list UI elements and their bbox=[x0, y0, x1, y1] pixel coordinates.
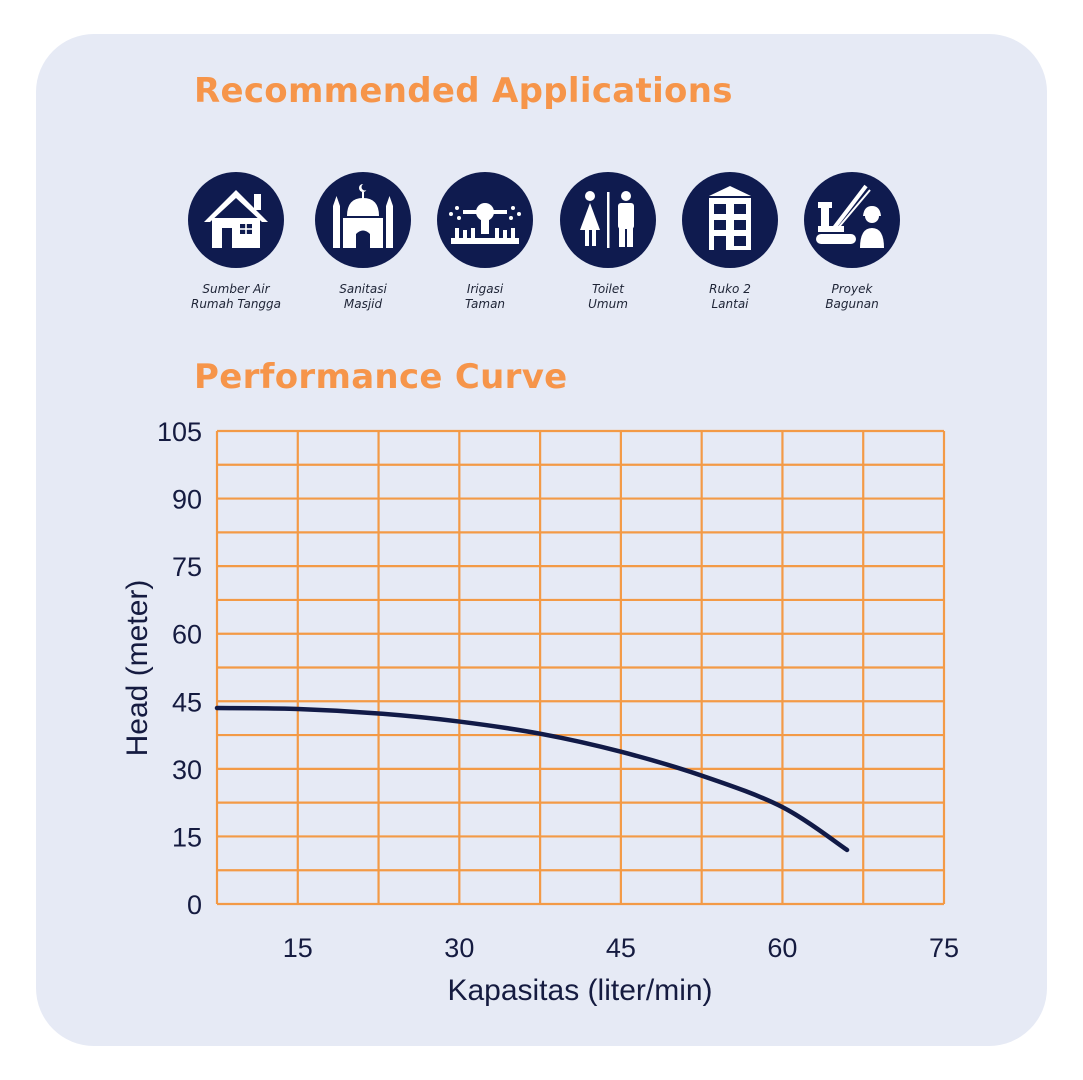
app-label: Sumber Air Rumah Tangga bbox=[190, 282, 282, 311]
construction-icon bbox=[804, 172, 900, 268]
app-mosque-sanitation: Sanitasi Masjid bbox=[288, 172, 438, 312]
y-tick-label: 60 bbox=[172, 620, 202, 650]
y-tick-label: 75 bbox=[172, 552, 202, 582]
sprinkler-icon bbox=[437, 172, 533, 268]
applications-title: Recommended Applications bbox=[194, 71, 733, 111]
app-label: Toilet Umum bbox=[588, 282, 628, 311]
app-garden-irrigation: Irigasi Taman bbox=[410, 172, 560, 312]
x-tick-label: 45 bbox=[606, 933, 636, 963]
app-label: Irigasi Taman bbox=[464, 282, 506, 311]
mosque-icon bbox=[315, 172, 411, 268]
y-tick-label: 15 bbox=[172, 822, 202, 852]
performance-curve-title: Performance Curve bbox=[194, 357, 568, 397]
x-tick-label: 75 bbox=[929, 933, 959, 963]
y-tick-label: 90 bbox=[172, 485, 202, 515]
x-tick-label: 60 bbox=[767, 933, 797, 963]
app-public-toilet: Toilet Umum bbox=[533, 172, 683, 312]
y-tick-label: 45 bbox=[172, 687, 202, 717]
app-two-floor-shophouse: Ruko 2 Lantai bbox=[655, 172, 805, 312]
app-construction-project: Proyek Bagunan bbox=[777, 172, 927, 312]
app-household-water: Sumber Air Rumah Tangga bbox=[161, 172, 311, 312]
performance-curve-line bbox=[214, 705, 850, 853]
building-icon bbox=[682, 172, 778, 268]
app-label: Ruko 2 Lantai bbox=[709, 282, 751, 311]
app-label: Proyek Bagunan bbox=[825, 282, 879, 311]
y-tick-label: 0 bbox=[187, 890, 202, 920]
x-tick-label: 30 bbox=[444, 933, 474, 963]
x-tick-label: 15 bbox=[283, 933, 313, 963]
y-tick-label: 105 bbox=[157, 417, 202, 447]
y-axis-label: Head (meter) bbox=[121, 580, 154, 757]
house-icon bbox=[188, 172, 284, 268]
y-tick-label: 30 bbox=[172, 755, 202, 785]
x-axis-label: Kapasitas (liter/min) bbox=[447, 974, 712, 1007]
app-label: Sanitasi Masjid bbox=[339, 282, 387, 311]
restroom-icon bbox=[560, 172, 656, 268]
